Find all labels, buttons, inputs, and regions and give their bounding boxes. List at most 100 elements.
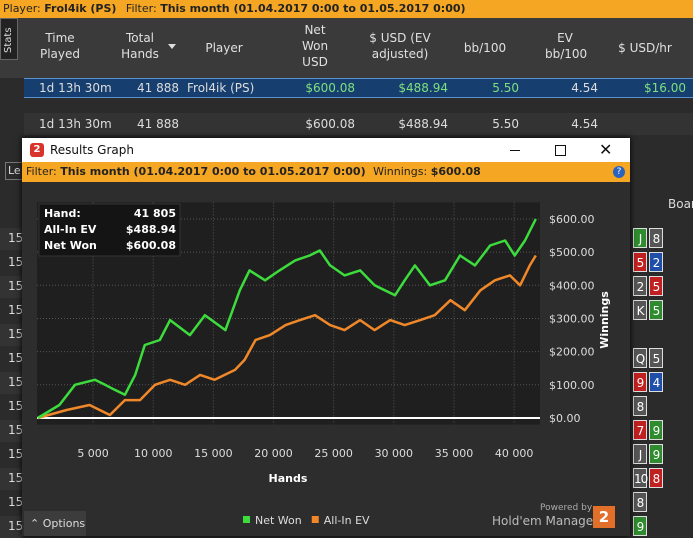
brand-logo: 2 xyxy=(593,506,615,528)
value: This month (01.04.2017 0:00 to 01.05.201… xyxy=(160,2,466,15)
cell: 41 888 xyxy=(137,81,179,95)
row-text: 15 xyxy=(8,327,24,341)
options-button[interactable]: ⌃ Options xyxy=(24,511,86,536)
y-tick-label: $0.00 xyxy=(549,412,581,425)
row-stripe xyxy=(0,420,22,442)
row-text: 15 xyxy=(8,375,24,389)
cell: $600.08 xyxy=(305,117,355,131)
card: 7 xyxy=(633,420,647,440)
cell: $488.94 xyxy=(398,117,448,131)
window-title: Results Graph xyxy=(50,143,134,157)
column-header[interactable]: Player xyxy=(205,41,243,55)
y-tick-label: $600.00 xyxy=(549,213,595,226)
card: 8 xyxy=(633,492,647,512)
card: K xyxy=(633,300,647,320)
selected-row[interactable]: 1d 13h 30m 41 888 Frol4ik (PS) $600.08 $… xyxy=(24,78,693,98)
row-stripe xyxy=(0,516,22,538)
cell: 1d 13h 30m xyxy=(39,117,112,131)
column-header[interactable]: Net Won USD xyxy=(301,23,329,69)
minimize[interactable] xyxy=(510,150,520,151)
brand: Hold'em Manager xyxy=(492,514,599,528)
help-icon[interactable]: ? xyxy=(613,166,625,178)
row-text: 15 xyxy=(8,231,24,245)
card: 9 xyxy=(633,372,647,392)
x-axis-label: Hands xyxy=(269,472,308,485)
app-icon: 2 xyxy=(30,143,44,157)
info-value: $600.08 xyxy=(126,239,176,252)
y-tick-label: $200.00 xyxy=(549,346,595,359)
cell: Frol4ik (PS) xyxy=(187,81,255,95)
card: 2 xyxy=(633,276,647,296)
row-stripe xyxy=(0,444,22,466)
card: 5 xyxy=(633,252,647,272)
header-bg xyxy=(0,18,693,78)
x-tick-label: 30 000 xyxy=(375,447,414,460)
cell: $16.00 xyxy=(644,81,686,95)
cell: 5.50 xyxy=(492,117,519,131)
y-tick-label: $300.00 xyxy=(549,312,595,325)
card: 8 xyxy=(649,468,663,488)
board-header: Boar xyxy=(668,197,693,211)
row-text: 15 xyxy=(8,351,24,365)
label: Filter: xyxy=(125,2,157,15)
stats-tab[interactable]: Stats xyxy=(0,18,18,60)
x-tick-label: 5 000 xyxy=(77,447,109,460)
row-stripe xyxy=(0,300,22,322)
top-bar: Player: Frol4ik (PS) Filter: This month … xyxy=(0,0,693,18)
card: 10 xyxy=(633,468,648,488)
summary-row: 1d 13h 30m 41 888 $600.08 $488.94 5.50 4… xyxy=(24,113,693,135)
y-tick-label: $100.00 xyxy=(549,379,595,392)
column-header[interactable]: Time Played xyxy=(39,31,81,61)
y-tick-label: $400.00 xyxy=(549,279,595,292)
column-header[interactable]: Total Hands xyxy=(121,31,159,61)
card: 5 xyxy=(649,348,663,368)
cell: $488.94 xyxy=(398,81,448,95)
row-text: 15 xyxy=(8,471,24,485)
card: 9 xyxy=(649,444,663,464)
x-tick-label: 10 000 xyxy=(134,447,173,460)
x-tick-label: 35 000 xyxy=(435,447,474,460)
cell: 1d 13h 30m xyxy=(39,81,112,95)
row-text: 15 xyxy=(8,303,24,317)
button-text: Options xyxy=(42,517,86,530)
maximize[interactable] xyxy=(555,145,566,156)
column-header[interactable]: bb/100 xyxy=(463,41,507,55)
row-stripe xyxy=(0,276,22,298)
column-header[interactable]: EV bb/100 xyxy=(545,31,588,61)
row-stripe xyxy=(0,252,22,274)
column-header[interactable]: $ USD/hr xyxy=(618,41,672,55)
row-stripe xyxy=(0,372,22,394)
row-text: 15 xyxy=(8,423,24,437)
column-header[interactable]: $ USD (EV adjusted) xyxy=(369,31,431,61)
row-text: 15 xyxy=(8,399,24,413)
series-line xyxy=(37,218,537,420)
card: 5 xyxy=(649,276,663,296)
cell: 41 888 xyxy=(137,117,179,131)
value: $600.08 xyxy=(430,165,481,178)
card: 8 xyxy=(633,396,647,416)
row-text: 15 xyxy=(8,255,24,269)
label: Player: xyxy=(3,2,41,15)
info-value: 41 805 xyxy=(134,207,176,220)
row-text: 15 xyxy=(8,495,24,509)
series-line xyxy=(37,254,537,420)
legend-label: Net Won xyxy=(255,514,302,527)
card: 8 xyxy=(649,228,663,248)
cell: 4.54 xyxy=(571,81,598,95)
cell: 5.50 xyxy=(492,81,519,95)
card: Q xyxy=(633,348,647,368)
card: J xyxy=(633,444,647,464)
close[interactable]: ✕ xyxy=(599,140,613,159)
legend-swatch xyxy=(243,516,250,523)
x-tick-label: 40 000 xyxy=(495,447,534,460)
sort-arrow xyxy=(168,44,176,49)
value: Frol4ik (PS) xyxy=(44,2,117,15)
row-stripe xyxy=(0,492,22,514)
powered-by: Powered by xyxy=(540,503,593,513)
info-box xyxy=(38,203,181,257)
legend-label: All-In EV xyxy=(324,514,370,527)
card: 9 xyxy=(649,420,663,440)
card: 4 xyxy=(649,372,663,392)
